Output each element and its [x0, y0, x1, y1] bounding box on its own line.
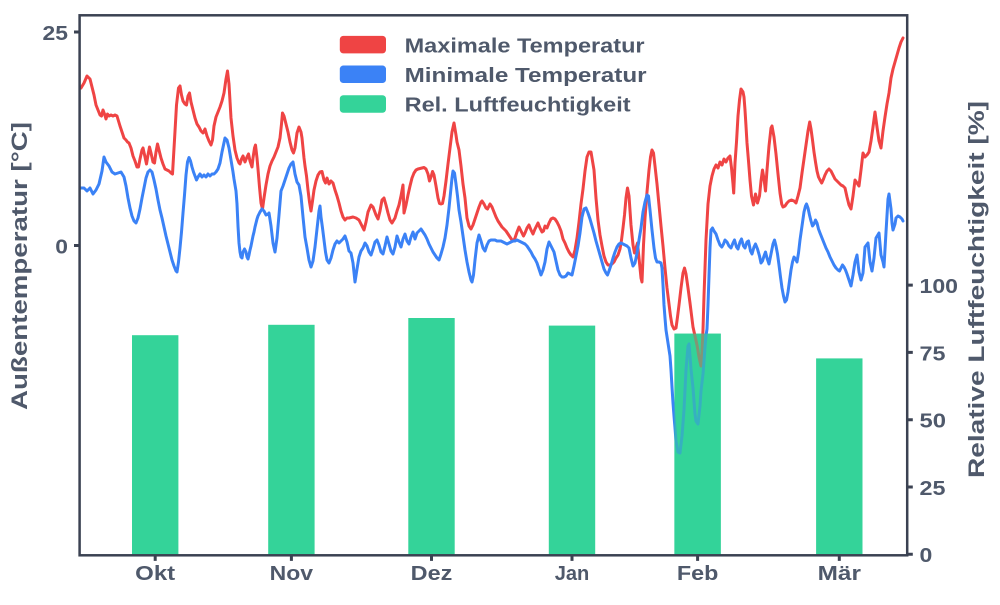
- svg-text:Dez: Dez: [411, 562, 453, 585]
- svg-text:Minimale Temperatur: Minimale Temperatur: [405, 64, 647, 87]
- svg-text:Jan: Jan: [555, 562, 590, 585]
- svg-text:Außentemperatur [°C]: Außentemperatur [°C]: [7, 122, 32, 410]
- svg-text:50: 50: [920, 410, 947, 433]
- svg-text:0: 0: [920, 544, 933, 567]
- svg-text:Rel. Luftfeuchtigkeit: Rel. Luftfeuchtigkeit: [405, 94, 631, 117]
- svg-text:75: 75: [920, 342, 946, 365]
- svg-text:25: 25: [920, 477, 946, 500]
- svg-text:Okt: Okt: [135, 562, 175, 585]
- svg-text:Relative Luftfeuchtigkeit [%]: Relative Luftfeuchtigkeit [%]: [964, 101, 989, 478]
- svg-text:100: 100: [920, 275, 959, 298]
- svg-text:Maximale Temperatur: Maximale Temperatur: [405, 34, 645, 57]
- svg-text:0: 0: [55, 235, 68, 258]
- svg-text:Nov: Nov: [270, 562, 314, 585]
- svg-text:25: 25: [43, 22, 69, 45]
- svg-text:Feb: Feb: [677, 562, 719, 585]
- svg-text:Mär: Mär: [818, 562, 861, 585]
